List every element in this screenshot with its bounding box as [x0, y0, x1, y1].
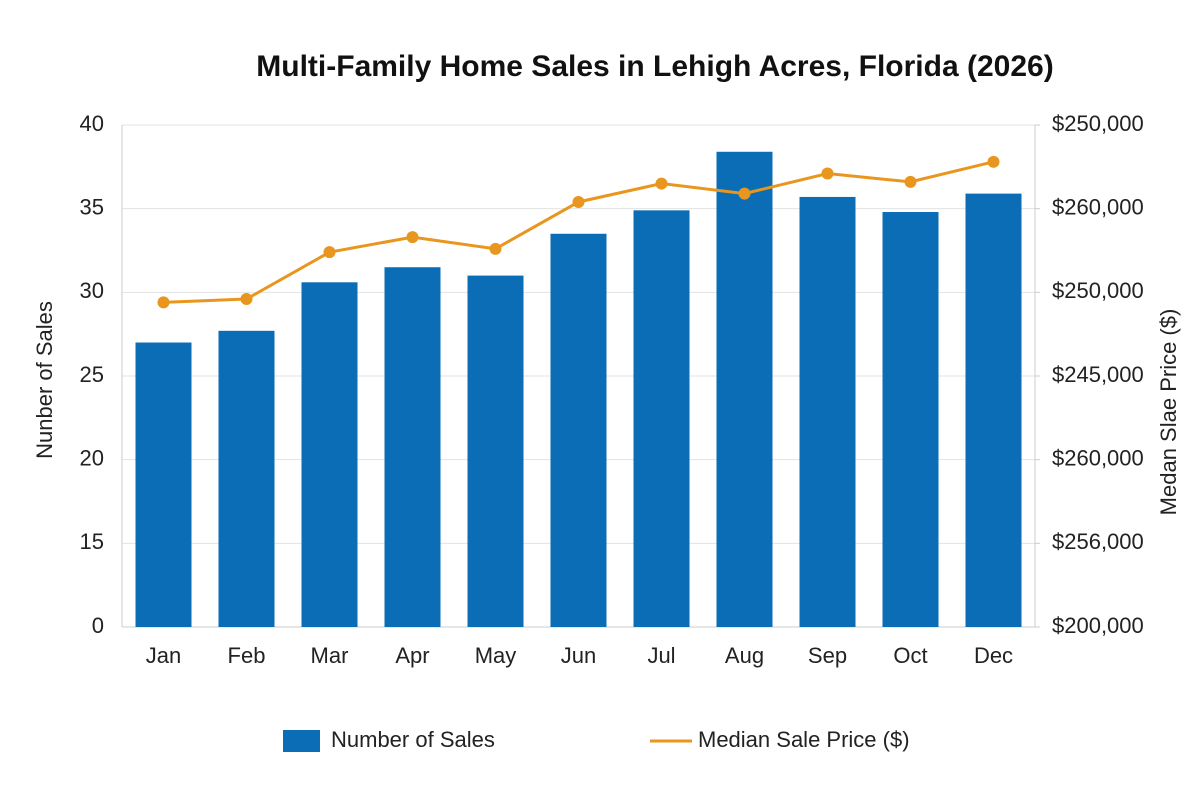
x-tick-label: Mar	[311, 643, 349, 668]
y2-tick-label: $256,000	[1052, 529, 1144, 554]
line-point	[572, 195, 585, 208]
x-tick-label: Jan	[146, 643, 181, 668]
y-tick-label: 35	[80, 194, 104, 219]
bar	[965, 193, 1022, 627]
line-point	[821, 167, 834, 180]
y-tick-label: 15	[80, 529, 104, 554]
legend-label: Number of Sales	[331, 727, 495, 752]
x-tick-label: May	[475, 643, 517, 668]
x-tick-label: Feb	[228, 643, 266, 668]
bar	[716, 151, 773, 628]
y2-axis-title: Medan Slae Price ($)	[1156, 309, 1181, 516]
bar	[301, 282, 358, 627]
chart-title: Multi-Family Home Sales in Lehigh Acres,…	[256, 50, 1053, 83]
x-tick-label: Jul	[647, 643, 675, 668]
line-point	[987, 155, 1000, 168]
x-tick-label: Jun	[561, 643, 596, 668]
bar	[218, 330, 275, 627]
bar	[467, 275, 524, 627]
y-axis-title: Nunber of Sales	[32, 301, 57, 459]
bar	[882, 212, 939, 627]
line-point	[655, 177, 668, 190]
line-point	[157, 296, 170, 309]
line-point	[904, 175, 917, 188]
bar	[384, 267, 441, 627]
x-tick-label: Apr	[395, 643, 429, 668]
y-tick-label: 40	[80, 111, 104, 136]
legend-label: Median Sale Price ($)	[698, 727, 910, 752]
line-point	[323, 246, 336, 259]
line-point	[738, 187, 751, 200]
y-tick-label: 30	[80, 278, 104, 303]
y2-tick-label: $245,000	[1052, 362, 1144, 387]
bar	[550, 233, 607, 627]
x-tick-label: Sep	[808, 643, 847, 668]
y2-tick-label: $260,000	[1052, 194, 1144, 219]
bar	[799, 196, 856, 627]
bar	[135, 342, 192, 627]
bar	[633, 210, 690, 627]
y-tick-label: 0	[92, 613, 104, 638]
y-tick-label: 25	[80, 362, 104, 387]
y2-tick-label: $250,000	[1052, 278, 1144, 303]
x-tick-label: Aug	[725, 643, 764, 668]
legend-swatch	[283, 730, 320, 752]
line-point	[240, 293, 253, 306]
y2-tick-label: $250,000	[1052, 111, 1144, 136]
y2-tick-label: $200,000	[1052, 613, 1144, 638]
y-tick-label: 20	[80, 445, 104, 470]
x-tick-label: Oct	[893, 643, 927, 668]
y2-tick-label: $260,000	[1052, 445, 1144, 470]
line-point	[489, 242, 502, 255]
x-tick-label: Dec	[974, 643, 1013, 668]
line-point	[406, 231, 419, 244]
